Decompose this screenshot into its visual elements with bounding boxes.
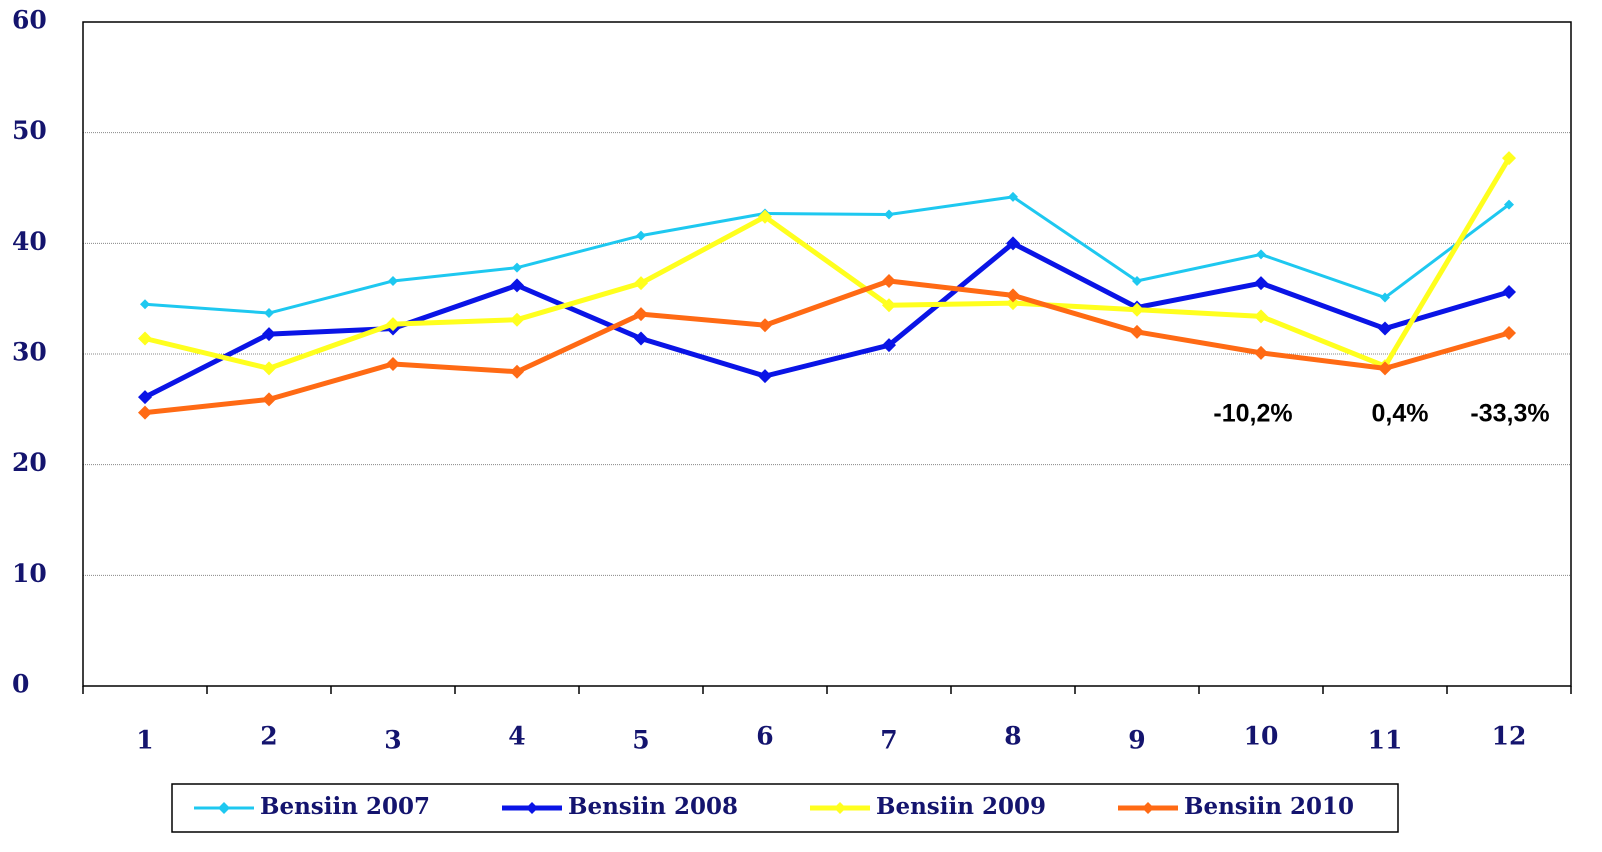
y-tick-label: 20 (12, 448, 47, 477)
y-tick-label: 10 (12, 559, 47, 588)
point (634, 276, 648, 291)
point (388, 275, 398, 286)
y-tick-label: 30 (12, 338, 47, 367)
point (634, 331, 648, 346)
point (138, 390, 152, 405)
legend-label: Bensiin 2010 (1184, 793, 1354, 820)
legend-label: Bensiin 2008 (568, 793, 738, 820)
x-tick-label: 2 (260, 722, 277, 751)
annotation: -10,2% (1213, 400, 1292, 428)
point (262, 361, 276, 376)
point (262, 392, 276, 407)
point (1008, 191, 1018, 202)
point (1380, 292, 1390, 303)
point (1006, 236, 1020, 251)
point (510, 364, 524, 379)
point (386, 356, 400, 371)
point (512, 262, 522, 273)
line-series (144, 278, 1510, 416)
point (634, 307, 648, 322)
point (758, 318, 772, 333)
x-tick-label: 11 (1368, 726, 1403, 755)
x-tick-label: 3 (384, 726, 401, 755)
point (636, 230, 646, 241)
point (1254, 276, 1268, 291)
x-tick-label: 9 (1128, 726, 1145, 755)
point (882, 338, 896, 353)
legend-marker (1142, 802, 1154, 814)
legend-marker (218, 802, 230, 814)
point (1502, 151, 1516, 166)
x-tick-label: 8 (1004, 722, 1021, 751)
x-tick-label: 6 (756, 722, 773, 751)
point (1378, 361, 1392, 376)
point (264, 308, 274, 319)
point (1006, 296, 1020, 311)
point (1006, 288, 1020, 303)
point (140, 299, 150, 310)
y-tick-label: 40 (12, 227, 47, 256)
legend-marker (526, 802, 538, 814)
point (386, 317, 400, 332)
point (1504, 199, 1514, 210)
point (510, 312, 524, 327)
x-tick-label: 12 (1492, 722, 1527, 751)
legend-box (171, 783, 1399, 833)
point (1130, 324, 1144, 339)
legend-label: Bensiin 2007 (260, 793, 430, 820)
point (1502, 285, 1516, 300)
line-series (144, 195, 1510, 315)
point (510, 278, 524, 293)
annotation: 0,4% (1372, 400, 1429, 428)
point (758, 209, 772, 224)
line-series (144, 156, 1512, 371)
point (138, 405, 152, 420)
point (262, 327, 276, 342)
x-tick-label: 10 (1244, 722, 1279, 751)
y-tick-label: 60 (12, 6, 47, 35)
y-tick-label: 0 (12, 670, 29, 699)
point (758, 369, 772, 384)
y-tick-label: 50 (12, 116, 47, 145)
point (1130, 302, 1144, 317)
x-tick-label: 7 (880, 726, 897, 755)
point (1132, 275, 1142, 286)
point (884, 209, 894, 220)
point (1256, 249, 1266, 260)
x-tick-label: 1 (136, 726, 153, 755)
point (1502, 325, 1516, 340)
legend-label: Bensiin 2009 (876, 793, 1046, 820)
x-tick-label: 4 (508, 722, 525, 751)
point (1254, 345, 1268, 360)
legend-marker (834, 802, 846, 814)
point (138, 331, 152, 346)
x-tick-label: 5 (632, 726, 649, 755)
point (1378, 321, 1392, 336)
point (882, 273, 896, 288)
point (1254, 309, 1268, 324)
annotation: -33,3% (1470, 400, 1549, 428)
point (882, 298, 896, 313)
